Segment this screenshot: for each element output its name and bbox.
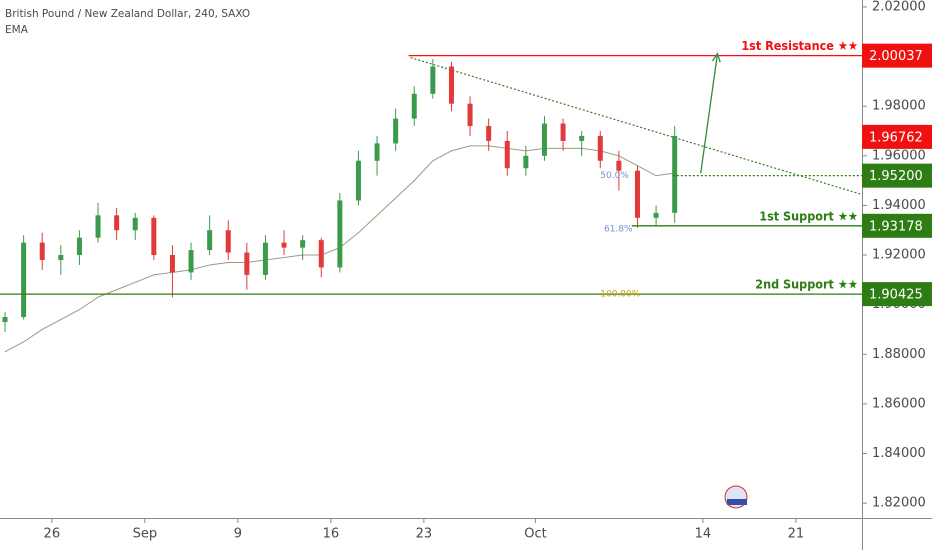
x-tick-label: 26 — [44, 527, 61, 542]
candle-body — [207, 230, 213, 251]
candle-body — [393, 118, 399, 144]
candle-body — [132, 217, 138, 231]
candle-body — [467, 103, 473, 127]
x-tick-label: 16 — [323, 527, 340, 542]
candle-body — [486, 126, 492, 141]
y-tick-label: 1.86000 — [872, 396, 926, 411]
candle-body — [262, 242, 268, 275]
level-badge — [862, 213, 932, 238]
y-tick-label: 1.82000 — [872, 496, 926, 511]
candle-body — [672, 135, 678, 213]
candle-body — [151, 217, 157, 256]
fib-label: 100.00% — [600, 290, 640, 300]
level-price: 1.95200 — [869, 169, 923, 184]
fib-label: 61.8% — [604, 224, 633, 234]
candle-body — [281, 242, 287, 248]
y-tick-label: 1.94000 — [872, 198, 926, 213]
x-tick-label: Oct — [524, 527, 546, 542]
candle-body — [448, 66, 454, 104]
last-price: 1.96762 — [869, 130, 923, 145]
candle-body — [169, 255, 175, 273]
candle-body — [114, 215, 120, 231]
level-name: 1st Support ★★ — [759, 208, 858, 223]
y-tick-label: 1.84000 — [872, 446, 926, 461]
y-tick-label: 2.02000 — [872, 0, 926, 14]
candle-body — [188, 250, 194, 273]
candle-body — [504, 140, 510, 169]
indicator-label: EMA — [5, 24, 29, 36]
level-badge — [862, 282, 932, 307]
candle-body — [21, 242, 27, 318]
last-price-badge — [862, 124, 932, 149]
candle-body — [225, 230, 231, 253]
candle-body — [76, 237, 82, 256]
y-tick-label: 1.98000 — [872, 99, 926, 114]
x-tick-label: 23 — [416, 527, 433, 542]
candle-body — [653, 212, 659, 218]
candle-body — [411, 93, 417, 119]
candle-body — [634, 170, 640, 218]
candle-body — [374, 143, 380, 161]
x-tick-label: 21 — [788, 527, 805, 542]
candle-body — [318, 240, 324, 268]
x-tick-label: 9 — [234, 527, 242, 542]
candle-body — [355, 160, 361, 201]
arrow-head — [711, 52, 721, 63]
candle-body — [95, 215, 101, 238]
candle-body — [2, 317, 8, 323]
level-badge — [862, 43, 932, 68]
level-price: 1.93178 — [869, 219, 923, 234]
candle-body — [58, 255, 64, 260]
candle-body — [523, 155, 529, 169]
x-tick-label: Sep — [133, 527, 158, 542]
fib-label: 50.0% — [600, 171, 629, 181]
y-tick-label: 1.96000 — [872, 148, 926, 163]
level-name: 2nd Support ★★ — [755, 277, 858, 292]
level-price: 2.00037 — [869, 49, 923, 64]
level-badge — [862, 163, 932, 188]
candle-body — [337, 200, 343, 268]
logo — [724, 485, 748, 509]
level-price: 1.90425 — [869, 288, 923, 303]
candle-body — [597, 135, 603, 161]
chart-title: British Pound / New Zealand Dollar, 240,… — [5, 8, 250, 20]
candle-body — [300, 240, 306, 248]
trendline — [410, 56, 863, 196]
candle-body — [616, 160, 622, 171]
candle-body — [39, 242, 45, 260]
candle-body — [560, 123, 566, 141]
x-tick-label: 14 — [695, 527, 712, 542]
candle-body — [541, 123, 547, 156]
y-tick-label: 1.88000 — [872, 347, 926, 362]
y-tick-label: 1.92000 — [872, 248, 926, 263]
candle-body — [579, 135, 585, 141]
arrow — [700, 53, 719, 174]
candle-body — [430, 66, 436, 94]
level-name: 1st Resistance ★★ — [741, 38, 858, 53]
candle-body — [244, 252, 250, 275]
